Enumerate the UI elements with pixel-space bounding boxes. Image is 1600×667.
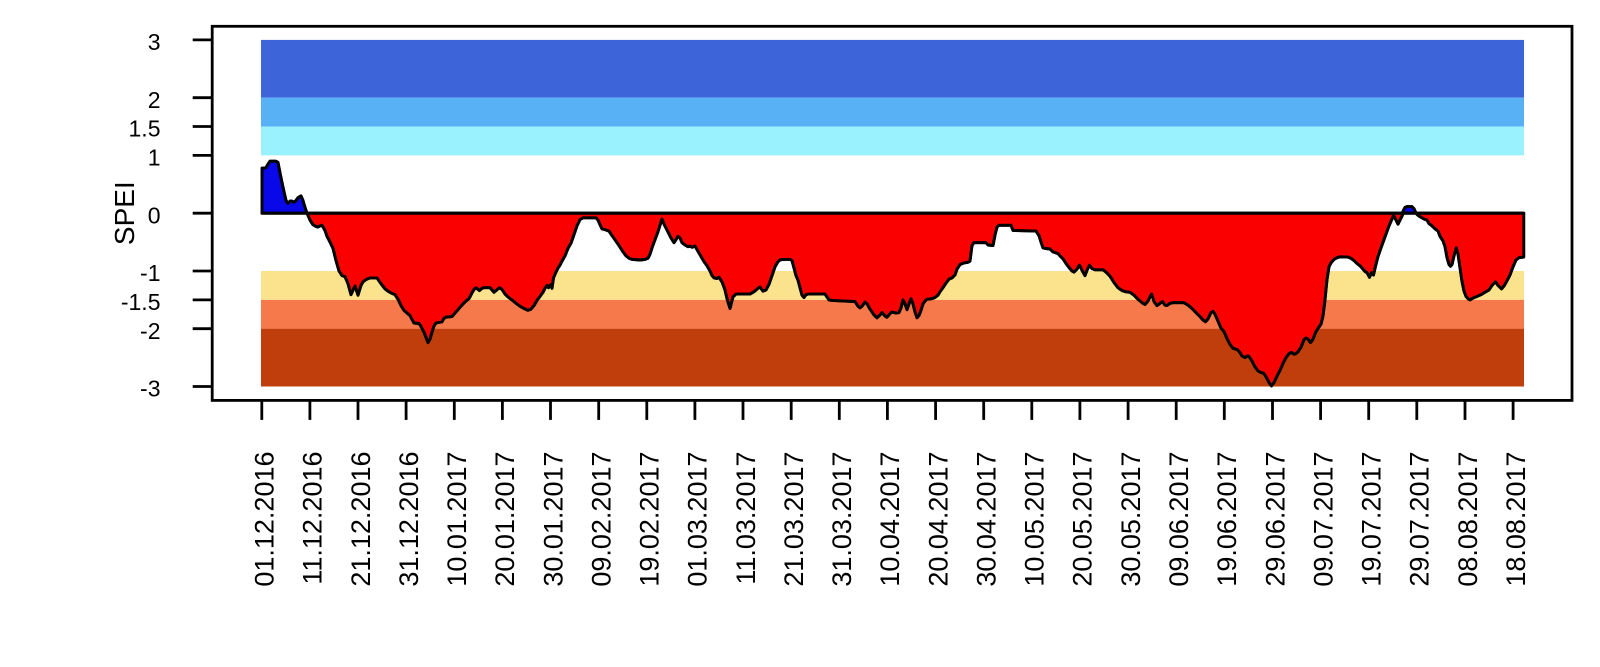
svg-text:20.05.2017: 20.05.2017 bbox=[1068, 452, 1098, 587]
svg-text:19.06.2017: 19.06.2017 bbox=[1212, 452, 1242, 587]
svg-text:29.07.2017: 29.07.2017 bbox=[1405, 452, 1435, 587]
svg-text:-1: -1 bbox=[140, 260, 160, 286]
svg-text:21.12.2016: 21.12.2016 bbox=[346, 452, 376, 587]
svg-text:11.03.2017: 11.03.2017 bbox=[731, 452, 761, 585]
svg-text:11.12.2016: 11.12.2016 bbox=[298, 452, 328, 585]
svg-text:0: 0 bbox=[148, 202, 161, 228]
svg-text:19.02.2017: 19.02.2017 bbox=[635, 452, 665, 587]
svg-text:08.08.2017: 08.08.2017 bbox=[1453, 452, 1483, 587]
svg-text:-1.5: -1.5 bbox=[121, 289, 161, 315]
svg-text:30.01.2017: 30.01.2017 bbox=[538, 452, 568, 587]
svg-text:30.05.2017: 30.05.2017 bbox=[1116, 452, 1146, 587]
svg-text:3: 3 bbox=[148, 29, 161, 55]
svg-text:1: 1 bbox=[148, 145, 161, 171]
svg-text:31.03.2017: 31.03.2017 bbox=[827, 452, 857, 587]
svg-text:09.02.2017: 09.02.2017 bbox=[587, 452, 617, 587]
svg-text:20.04.2017: 20.04.2017 bbox=[923, 452, 953, 587]
svg-text:1.5: 1.5 bbox=[129, 116, 161, 142]
svg-text:SPEI: SPEI bbox=[109, 181, 140, 245]
svg-text:01.12.2016: 01.12.2016 bbox=[250, 452, 280, 587]
svg-text:-2: -2 bbox=[140, 318, 160, 344]
svg-text:31.12.2016: 31.12.2016 bbox=[394, 452, 424, 587]
svg-text:10.04.2017: 10.04.2017 bbox=[875, 452, 905, 587]
svg-text:01.03.2017: 01.03.2017 bbox=[683, 452, 713, 587]
svg-text:-3: -3 bbox=[140, 376, 160, 402]
svg-text:19.07.2017: 19.07.2017 bbox=[1357, 452, 1387, 587]
svg-text:10.01.2017: 10.01.2017 bbox=[442, 452, 472, 587]
svg-text:29.06.2017: 29.06.2017 bbox=[1260, 452, 1290, 587]
svg-text:2: 2 bbox=[148, 87, 161, 113]
svg-text:21.03.2017: 21.03.2017 bbox=[779, 452, 809, 587]
svg-text:09.07.2017: 09.07.2017 bbox=[1308, 452, 1338, 587]
svg-text:09.06.2017: 09.06.2017 bbox=[1164, 452, 1194, 587]
svg-text:20.01.2017: 20.01.2017 bbox=[490, 452, 520, 587]
svg-text:30.04.2017: 30.04.2017 bbox=[972, 452, 1002, 587]
svg-text:18.08.2017: 18.08.2017 bbox=[1501, 452, 1531, 587]
svg-text:10.05.2017: 10.05.2017 bbox=[1020, 452, 1050, 587]
